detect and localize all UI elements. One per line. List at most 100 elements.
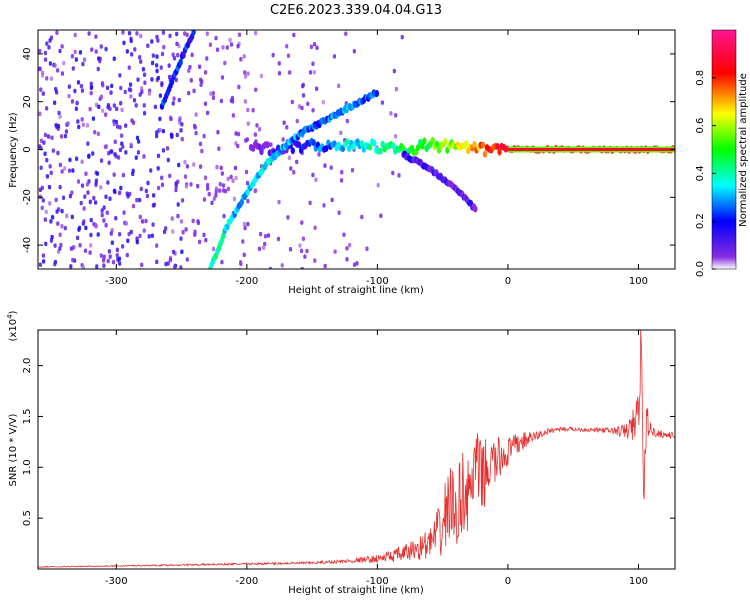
spectrogram-cell — [112, 103, 116, 108]
spectrogram-cell — [119, 100, 123, 106]
spectrogram-cell — [189, 78, 193, 83]
spectrogram-cell — [64, 129, 69, 134]
spectrogram-cell — [219, 98, 223, 104]
spectrogram-tone-core — [507, 148, 675, 151]
spectrogram-cell — [207, 191, 211, 197]
spectrogram-cell — [311, 107, 315, 113]
spectrogram-cell — [115, 106, 119, 112]
spectrogram-cell — [123, 89, 127, 95]
spectrogram-cell — [323, 263, 327, 269]
spectrogram-cell — [101, 108, 105, 114]
spectrogram-cell — [121, 244, 125, 249]
spectrogram-cell — [51, 148, 55, 153]
spectrogram-x-tick-label: -200 — [236, 276, 259, 287]
spectrogram-cell — [166, 261, 170, 266]
spectrogram-cell — [380, 100, 385, 105]
spectrogram-cell — [58, 48, 62, 54]
spectrogram-cell — [88, 106, 92, 112]
snr-x-tick-label: 100 — [629, 576, 648, 587]
spectrogram-cell — [116, 257, 120, 262]
spectrogram-cell — [59, 242, 63, 248]
spectrogram-cell — [94, 223, 98, 229]
spectrogram-cell — [280, 263, 284, 268]
colorbar: 0.0 0.2 0.4 0.6 0.8 Normalized spectral ampl… — [695, 29, 749, 277]
spectrogram-cell — [184, 184, 189, 189]
spectrogram-cell — [41, 198, 45, 203]
spectrogram-doppler-tone-mark — [265, 141, 270, 149]
spectrogram-cell — [243, 99, 247, 104]
spectrogram-cell — [77, 124, 81, 130]
spectrogram-cell — [205, 56, 209, 61]
spectrogram-cell — [155, 243, 159, 248]
spectrogram-x-tick-label: -100 — [366, 276, 389, 287]
spectrogram-cell — [104, 222, 108, 228]
spectrogram-cell — [101, 258, 106, 263]
spectrogram-x-axis: -300 -200 -100 0 100 — [105, 30, 648, 287]
spectrogram-cell — [400, 34, 404, 40]
spectrogram-cell — [122, 210, 126, 215]
spectrogram-cell — [166, 157, 170, 163]
spectrogram-cell — [222, 213, 226, 219]
spectrogram-y-tick-label: 20 — [22, 95, 33, 108]
spectrogram-doppler-tone-mark — [372, 139, 377, 147]
spectrogram-cell — [132, 97, 137, 103]
spectrogram-cell — [82, 206, 86, 211]
spectrogram-cell — [165, 146, 170, 151]
spectrogram-cell — [285, 44, 289, 49]
spectrogram-cell — [246, 107, 250, 113]
spectrogram-cell — [184, 227, 188, 232]
spectrogram-cell — [214, 189, 218, 195]
spectrogram-cell — [339, 178, 344, 183]
spectrogram-cell — [244, 138, 248, 143]
spectrogram-cell — [121, 144, 125, 149]
spectrogram-y-tick-label: -20 — [22, 189, 33, 205]
spectrogram-cell — [394, 86, 399, 92]
spectrogram-cell — [40, 70, 45, 76]
spectrogram-cell — [379, 213, 383, 218]
spectrogram-cell — [89, 85, 93, 91]
spectrogram-cell — [193, 232, 197, 237]
spectrogram-cell — [181, 229, 185, 235]
spectrogram-cell — [175, 31, 179, 37]
snr-y-tick-label: 0.5 — [22, 510, 33, 526]
spectrogram-cell — [83, 194, 87, 199]
spectrogram-cell — [79, 83, 84, 89]
spectrogram-cell — [136, 150, 141, 155]
spectrogram-cell — [40, 185, 44, 191]
spectrogram-cell — [134, 155, 138, 160]
spectrogram-cell — [73, 49, 77, 55]
spectrogram-cell — [135, 197, 139, 203]
spectrogram-cell — [306, 101, 310, 106]
spectrogram-doppler-tone-mark — [344, 138, 350, 146]
snr-x-tick-label: -300 — [105, 576, 128, 587]
spectrogram-cell — [389, 111, 393, 116]
spectrogram-cell — [259, 73, 263, 79]
spectrogram-cell — [53, 243, 57, 248]
spectrogram-cell — [98, 58, 102, 64]
spectrogram-cell — [169, 116, 173, 122]
spectrogram-cell — [43, 50, 47, 56]
spectrogram-cell — [255, 123, 259, 128]
spectrogram-cell — [174, 187, 178, 193]
spectrogram-cell — [106, 102, 111, 108]
spectrogram-cell — [80, 183, 85, 188]
spectrogram-cell — [218, 181, 222, 187]
spectrogram-cell — [124, 150, 128, 155]
spectrogram-cell — [102, 263, 106, 268]
snr-x-axis: -300 -200 -100 0 100 — [105, 330, 648, 587]
spectrogram-doppler-tone-mark — [390, 142, 396, 150]
spectrogram-cell — [277, 70, 282, 76]
spectrogram-cell — [266, 233, 271, 238]
spectrogram-cell — [161, 148, 166, 153]
snr-y-scale: (x104) — [6, 310, 19, 341]
spectrogram-doppler-tone-mark — [324, 144, 329, 152]
spectrogram-cell — [96, 131, 100, 137]
spectrogram-cell — [147, 234, 151, 239]
spectrogram-cell — [337, 83, 341, 89]
spectrogram-cell — [113, 189, 117, 195]
spectrogram-cell — [156, 153, 161, 159]
spectrogram-cell — [109, 149, 113, 154]
spectrogram-cell — [344, 31, 348, 36]
spectrogram-cell — [206, 110, 210, 116]
